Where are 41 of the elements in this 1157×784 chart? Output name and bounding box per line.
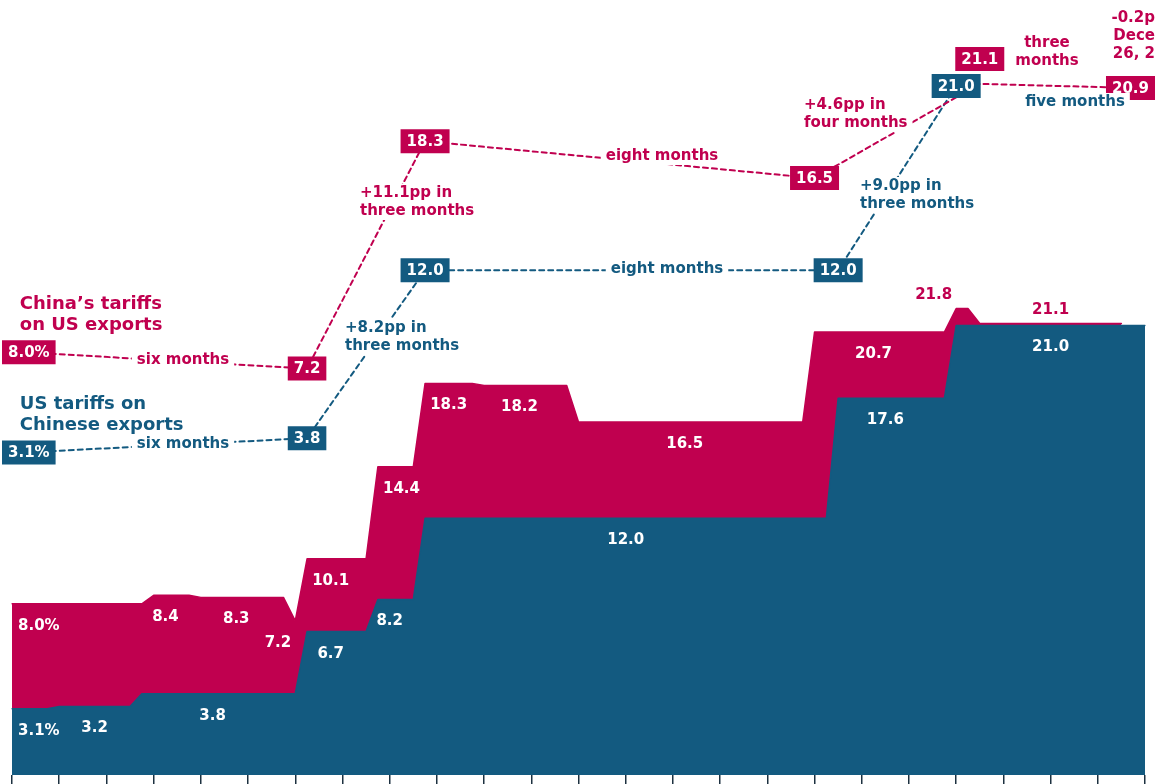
data-label: 12.0	[607, 530, 645, 549]
data-label: 12.0	[406, 261, 444, 280]
data-label: 3.1%	[18, 720, 60, 739]
data-label: 21.1	[1032, 300, 1070, 319]
annotation: eight months	[610, 258, 724, 277]
text: three months	[1015, 32, 1079, 69]
data-label: 14.4	[382, 478, 420, 497]
data-label: 3.2	[81, 718, 108, 737]
text: -0.2p Dece 26, 2	[1111, 7, 1156, 62]
data-label: 6.7	[317, 643, 344, 662]
annotation: six months	[136, 433, 230, 452]
annotation: eight months	[605, 145, 719, 164]
data-label: 18.2	[500, 397, 538, 416]
data-label: 8.4	[152, 607, 179, 626]
annotation: +9.0pp in three months	[860, 175, 975, 212]
data-label: 21.0	[937, 76, 975, 95]
data-label: 20.9	[1111, 78, 1149, 97]
data-label: 21.1	[961, 49, 999, 68]
data-label: 18.3	[430, 395, 468, 414]
data-label: 8.2	[376, 611, 403, 630]
data-label: 21.0	[1032, 337, 1070, 356]
data-label: 3.1%	[8, 443, 50, 462]
data-label: 8.3	[222, 609, 250, 628]
series-label: US tariffs on Chinese exports	[19, 392, 184, 435]
annotation: +8.2pp in three months	[345, 317, 460, 354]
annotation: +11.1pp in three months	[360, 182, 475, 219]
data-label: 18.3	[406, 132, 444, 151]
annotation: six months	[136, 349, 230, 368]
data-label: 10.1	[312, 570, 350, 589]
data-label: 7.2	[264, 632, 292, 651]
series-label: China’s tariffs on US exports	[19, 291, 163, 334]
data-label: 16.5	[796, 168, 834, 187]
data-label: 3.8	[199, 705, 226, 724]
data-label: 8.0%	[8, 343, 50, 362]
data-label: 20.7	[855, 343, 893, 362]
data-label: 17.6	[866, 410, 904, 429]
data-label: 21.8	[915, 285, 953, 304]
annotation: +4.6pp in four months	[804, 94, 908, 131]
data-label: 12.0	[819, 261, 857, 280]
data-label: 16.5	[666, 433, 704, 452]
data-label: 8.0%	[18, 615, 60, 634]
